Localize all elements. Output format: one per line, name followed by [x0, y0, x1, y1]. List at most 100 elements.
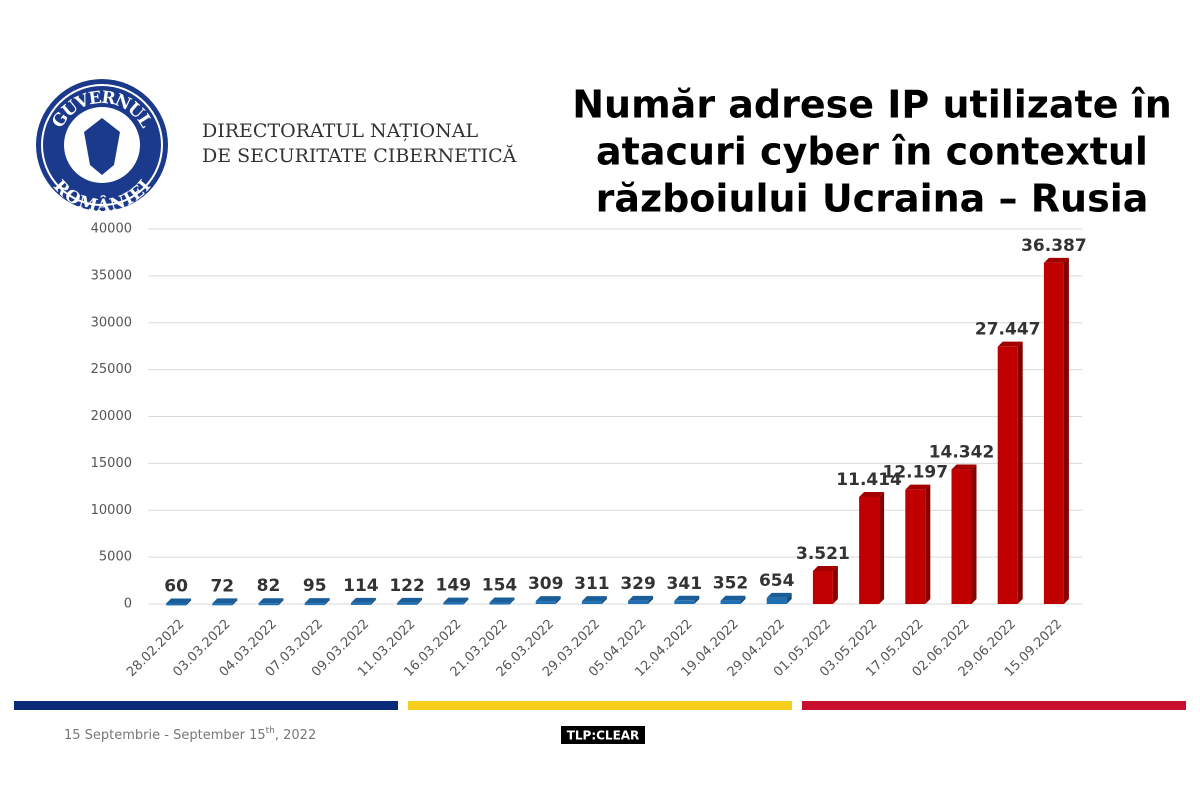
- bar-top: [397, 597, 423, 603]
- bar-side: [879, 491, 885, 604]
- value-label: 154: [482, 576, 518, 596]
- y-tick-label: 20000: [91, 409, 132, 424]
- bar: [535, 601, 556, 604]
- y-tick-label: 35000: [91, 268, 132, 283]
- flag-band: [408, 701, 792, 710]
- date-sup: th: [266, 726, 275, 736]
- value-label: 36.387: [1021, 236, 1087, 256]
- bar: [489, 602, 510, 605]
- bar-top: [304, 598, 330, 604]
- bar: [581, 601, 602, 604]
- org-name: DE SECURITATE CIBERNETICĂ: [202, 144, 517, 167]
- value-label: 82: [257, 576, 281, 596]
- bar: [350, 602, 371, 605]
- y-tick-label: 5000: [99, 550, 132, 565]
- bar-top: [258, 598, 284, 604]
- flag-band: [802, 701, 1186, 710]
- bar: [951, 469, 972, 604]
- value-label: 149: [436, 576, 472, 596]
- chart-title: atacuri cyber în contextul: [596, 130, 1148, 174]
- bar-side: [186, 598, 192, 606]
- value-label: 352: [713, 574, 749, 594]
- value-label: 27.447: [975, 320, 1041, 340]
- bar-side: [232, 598, 238, 606]
- value-label: 12.197: [882, 463, 948, 483]
- bar: [212, 603, 233, 606]
- bar: [443, 602, 464, 605]
- value-label: 3.521: [796, 544, 850, 564]
- y-tick-label: 10000: [91, 503, 132, 518]
- bar: [720, 600, 741, 604]
- bar-top: [443, 597, 469, 603]
- bar-top: [859, 491, 885, 497]
- bar-top: [166, 598, 192, 604]
- y-tick-label: 0: [124, 597, 132, 612]
- value-label: 654: [759, 571, 795, 591]
- bar-side: [417, 597, 423, 605]
- value-label: 114: [343, 576, 379, 596]
- bar-top: [535, 596, 561, 602]
- bar-top: [581, 596, 607, 602]
- bar: [1043, 262, 1064, 604]
- bar-side: [694, 595, 700, 604]
- bar-top: [212, 598, 238, 604]
- bar-side: [278, 598, 284, 606]
- tlp-badge: [561, 726, 645, 744]
- bar-top: [951, 464, 977, 470]
- bar: [166, 603, 187, 606]
- bar-top: [905, 484, 931, 490]
- bar: [674, 600, 695, 604]
- y-tick-label: 15000: [91, 456, 132, 471]
- bar-top: [350, 597, 376, 603]
- bar-top: [812, 565, 838, 571]
- org-name: DIRECTORATUL NAȚIONAL: [202, 120, 478, 142]
- footer-date: 15 Septembrie - September 15th, 2022: [64, 726, 316, 743]
- bar: [997, 346, 1018, 604]
- bar-side: [1063, 257, 1069, 604]
- value-label: 72: [210, 576, 234, 596]
- date-main: 15 Septembrie - September 15: [64, 728, 266, 743]
- bar-top: [674, 595, 700, 601]
- bar: [905, 489, 926, 604]
- value-label: 11.414: [836, 470, 902, 490]
- value-label: 341: [667, 574, 703, 594]
- y-tick-label: 40000: [91, 222, 132, 237]
- value-label: 329: [620, 574, 656, 594]
- bar-side: [324, 598, 330, 606]
- bar-side: [1017, 341, 1023, 604]
- bar: [859, 496, 880, 604]
- value-label: 309: [528, 574, 564, 594]
- y-tick-label: 25000: [91, 362, 132, 377]
- bar-top: [766, 592, 792, 598]
- date-end: , 2022: [275, 728, 316, 743]
- bar-side: [740, 595, 746, 604]
- bar-top: [997, 341, 1023, 347]
- y-tick-label: 30000: [91, 315, 132, 330]
- tlp-label: TLP:CLEAR: [567, 729, 640, 743]
- bar-side: [509, 597, 515, 605]
- bar: [258, 603, 279, 606]
- chart-title: războiului Ucraina – Rusia: [596, 177, 1149, 221]
- value-label: 60: [164, 576, 188, 596]
- bar-side: [555, 596, 561, 604]
- bar-top: [1043, 257, 1069, 263]
- value-label: 311: [574, 574, 610, 594]
- bar: [397, 602, 418, 605]
- bar: [304, 603, 325, 606]
- bar: [812, 570, 833, 604]
- bar-side: [925, 484, 931, 604]
- bar-top: [628, 595, 654, 601]
- bar: [766, 597, 787, 604]
- bar-top: [489, 597, 515, 603]
- bar-side: [370, 597, 376, 605]
- bar: [628, 600, 649, 604]
- bar-side: [786, 592, 792, 604]
- bar-top: [720, 595, 746, 601]
- bar-side: [463, 597, 469, 605]
- value-label: 95: [303, 576, 327, 596]
- bar-side: [971, 464, 977, 604]
- value-label: 122: [389, 576, 425, 596]
- bar-side: [601, 596, 607, 604]
- value-label: 14.342: [929, 443, 995, 463]
